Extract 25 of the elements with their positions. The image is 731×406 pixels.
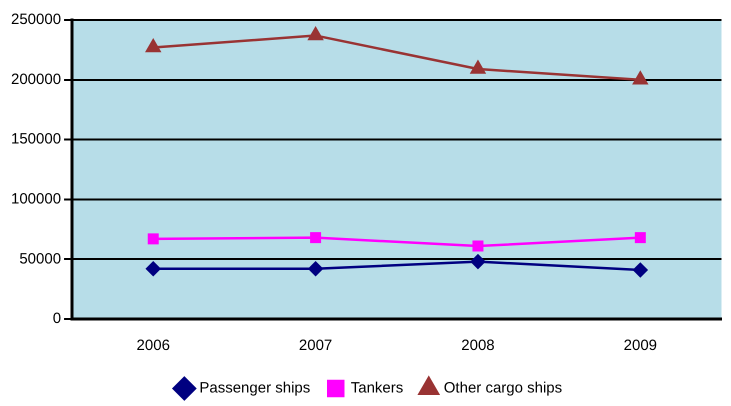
point	[146, 262, 160, 276]
y-tick-label: 100000	[10, 190, 62, 208]
point	[148, 233, 159, 244]
point	[470, 60, 486, 74]
point	[308, 27, 323, 40]
y-tick-label: 200000	[10, 70, 62, 88]
x-tick-label: 2009	[624, 337, 658, 354]
point	[310, 232, 322, 244]
y-tick-label: 150000	[10, 130, 62, 148]
x-tick-label: 2008	[461, 337, 495, 354]
point	[634, 232, 646, 244]
y-tick-label: 250000	[10, 11, 62, 28]
point	[472, 240, 484, 252]
y-tick-label: 0	[52, 310, 62, 328]
y-tick-label: 50000	[19, 250, 62, 268]
x-tick-label: 2007	[298, 337, 332, 354]
legend-label: Tankers	[350, 380, 404, 397]
x-tick-label: 2006	[136, 337, 170, 354]
legend-label: Passenger ships	[199, 380, 310, 397]
point	[633, 262, 648, 278]
point	[146, 39, 161, 52]
point	[308, 262, 323, 276]
point	[633, 72, 648, 85]
point	[470, 254, 486, 269]
legend-label: Other cargo ships	[444, 380, 562, 397]
